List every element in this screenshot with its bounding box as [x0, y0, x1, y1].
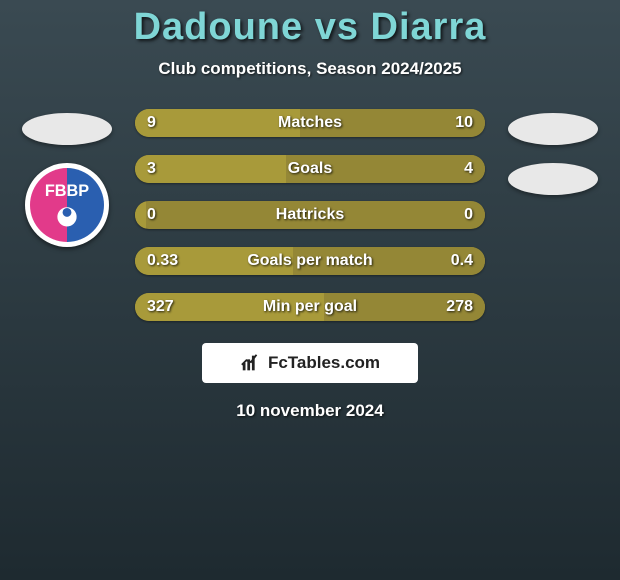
stat-label: Hattricks [276, 201, 344, 229]
svg-text:FBBP: FBBP [45, 182, 89, 200]
stat-right-value: 278 [446, 293, 473, 321]
snapshot-date: 10 november 2024 [236, 401, 383, 421]
stat-right-value: 0 [464, 201, 473, 229]
fbbp-badge-icon: FBBP [30, 168, 104, 242]
stat-bar: 9 10 Matches [135, 109, 485, 137]
stat-bar-right-fill [475, 201, 486, 229]
stat-label: Matches [278, 109, 342, 137]
brand-text: FcTables.com [268, 353, 380, 373]
right-player-column [503, 109, 603, 195]
stat-bar: 0.33 0.4 Goals per match [135, 247, 485, 275]
stat-left-value: 0 [147, 201, 156, 229]
stat-label: Min per goal [263, 293, 357, 321]
left-club-badge: FBBP [25, 163, 109, 247]
stat-label: Goals per match [247, 247, 372, 275]
stat-left-value: 9 [147, 109, 156, 137]
left-player-column: FBBP [17, 109, 117, 247]
right-player-avatar [508, 113, 598, 145]
left-player-avatar [22, 113, 112, 145]
stat-right-value: 4 [464, 155, 473, 183]
chart-icon [240, 352, 262, 374]
stats-bars: 9 10 Matches 3 4 Goals 0 0 Hattricks 0.33 0.4 Goals… [135, 109, 485, 321]
page-subtitle: Club competitions, Season 2024/2025 [158, 59, 461, 79]
stat-left-value: 327 [147, 293, 174, 321]
stat-label: Goals [288, 155, 332, 183]
stat-bar-left-fill [135, 201, 146, 229]
stat-bar-left-fill [135, 155, 286, 183]
content-root: Dadoune vs Diarra Club competitions, Sea… [0, 0, 620, 580]
stat-bar: 0 0 Hattricks [135, 201, 485, 229]
comparison-row: FBBP 9 10 Matches 3 4 Goals 0 0 Hattricks 0.33 0.4… [0, 109, 620, 321]
stat-bar: 327 278 Min per goal [135, 293, 485, 321]
stat-bar-left-fill [135, 109, 300, 137]
stat-right-value: 10 [455, 109, 473, 137]
right-club-badge-placeholder [508, 163, 598, 195]
stat-left-value: 0.33 [147, 247, 178, 275]
brand-attribution[interactable]: FcTables.com [202, 343, 418, 383]
page-title: Dadoune vs Diarra [134, 6, 487, 49]
stat-right-value: 0.4 [451, 247, 473, 275]
stat-left-value: 3 [147, 155, 156, 183]
stat-bar: 3 4 Goals [135, 155, 485, 183]
